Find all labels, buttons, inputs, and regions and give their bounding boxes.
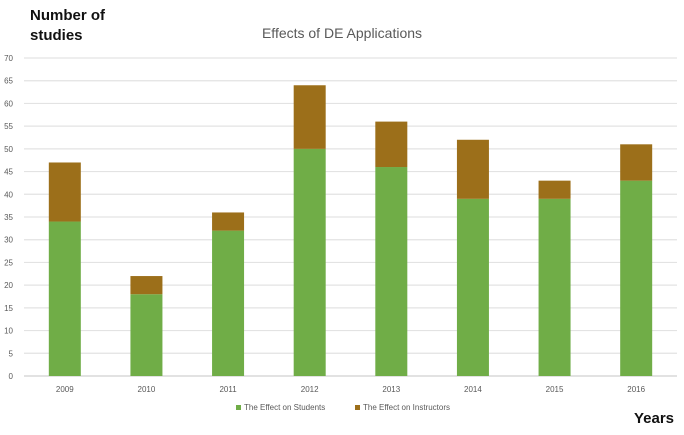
bar-stack-2015 (538, 180, 571, 376)
bar-stack-2011 (212, 212, 245, 376)
bar-instructors (212, 212, 245, 231)
y-tick-label: 20 (4, 281, 13, 290)
bar-students (293, 148, 326, 376)
bar-students (130, 294, 163, 376)
y-axis-title: Number of studies (30, 6, 150, 46)
x-tick-label: 2015 (546, 385, 564, 394)
chart-title: Effects of DE Applications (261, 25, 423, 41)
x-tick-label: 2016 (627, 385, 645, 394)
x-axis-ticks: 2009 2010 2011 2012 2013 2014 2015 2016 (56, 385, 646, 394)
legend: The Effect on Students The Effect on Inst… (236, 403, 450, 412)
legend-swatch-instructors (355, 405, 360, 410)
y-tick-label: 35 (4, 213, 13, 222)
bar-instructors (456, 139, 489, 199)
legend-swatch-students (236, 405, 241, 410)
y-tick-label: 60 (4, 99, 13, 108)
bar-stack-2012 (293, 85, 326, 376)
bar-stack-2013 (375, 121, 408, 376)
legend-label: The Effect on Students (244, 403, 325, 412)
y-axis-ticks: 0 5 10 15 20 25 30 35 40 45 50 55 60 65 70 (4, 54, 13, 381)
bar-students (212, 230, 245, 376)
y-tick-label: 10 (4, 327, 13, 336)
bar-stack-2009 (48, 162, 81, 376)
x-tick-label: 2010 (138, 385, 156, 394)
bars (48, 85, 653, 376)
x-tick-label: 2014 (464, 385, 482, 394)
legend-label: The Effect on Instructors (363, 403, 450, 412)
x-tick-label: 2012 (301, 385, 319, 394)
gridlines (24, 57, 677, 377)
y-tick-label: 70 (4, 54, 13, 63)
bar-instructors (48, 162, 81, 222)
bar-students (538, 198, 571, 376)
bar-stack-2014 (456, 139, 489, 376)
x-axis-title: Years (633, 410, 674, 427)
y-tick-label: 5 (9, 349, 14, 358)
x-tick-label: 2009 (56, 385, 74, 394)
y-tick-label: 40 (4, 190, 13, 199)
bar-students (375, 167, 408, 376)
legend-item-instructors: The Effect on Instructors (355, 403, 450, 412)
bar-students (456, 198, 489, 376)
y-axis-title-line-1: Number of (30, 7, 105, 24)
y-tick-label: 45 (4, 168, 13, 177)
y-tick-label: 65 (4, 77, 13, 86)
bar-stack-2010 (130, 276, 163, 376)
legend-item-students: The Effect on Students (236, 403, 325, 412)
y-tick-label: 55 (4, 122, 13, 131)
bar-instructors (375, 121, 408, 168)
y-tick-label: 25 (4, 258, 13, 267)
bar-instructors (538, 180, 571, 199)
bar-students (48, 221, 81, 376)
bar-instructors (293, 85, 326, 149)
y-tick-label: 50 (4, 145, 13, 154)
y-axis-title-line-2: studies (30, 27, 83, 44)
y-tick-label: 0 (9, 372, 14, 381)
y-tick-label: 15 (4, 304, 13, 313)
x-tick-label: 2013 (382, 385, 400, 394)
bar-students (620, 180, 653, 376)
bar-instructors (620, 144, 653, 181)
y-tick-label: 30 (4, 236, 13, 245)
bar-instructors (130, 276, 163, 295)
bar-stack-2016 (620, 144, 653, 376)
x-tick-label: 2011 (219, 385, 237, 394)
